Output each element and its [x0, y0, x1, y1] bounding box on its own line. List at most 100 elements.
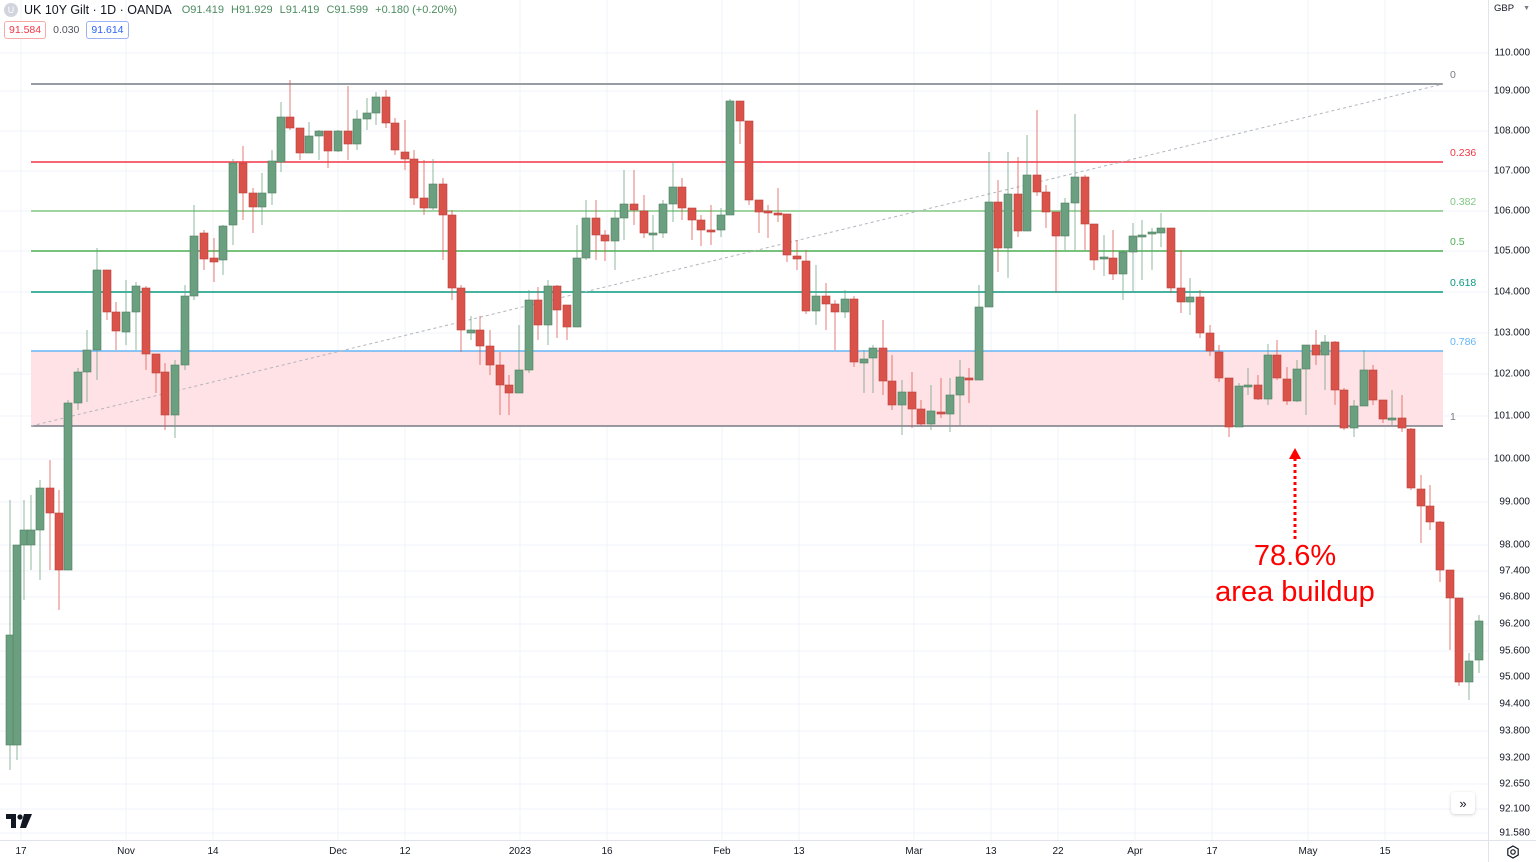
time-tick: 15 — [1379, 846, 1391, 857]
candle — [964, 368, 974, 403]
price-tick: 104.000 — [1493, 286, 1530, 298]
candle — [907, 372, 917, 428]
candle — [1224, 377, 1234, 437]
candle — [849, 296, 859, 367]
candle — [371, 92, 381, 125]
candle — [267, 150, 277, 205]
candle — [238, 146, 248, 220]
candle — [228, 159, 238, 245]
buy-button[interactable]: 91.614 — [86, 21, 129, 39]
candle — [821, 283, 831, 330]
candle — [648, 215, 658, 250]
candle — [1349, 400, 1359, 437]
candle — [1406, 428, 1416, 490]
candle — [533, 287, 543, 340]
time-tick: 22 — [1052, 846, 1064, 857]
time-tick: 16 — [601, 846, 613, 857]
candle — [1339, 388, 1349, 430]
time-axis[interactable]: 17 Nov 14 Dec 12 2023 16 Feb 13 Mar 13 22 Apr 17 May 15 — [0, 840, 1488, 862]
candle — [677, 178, 687, 220]
candle — [562, 304, 572, 340]
candle — [73, 368, 83, 410]
candle — [868, 345, 878, 393]
price-axis[interactable]: 110.000 109.000 108.000 107.000 106.000 105.0… — [1488, 0, 1536, 840]
candle — [639, 195, 649, 238]
candle — [840, 290, 850, 318]
candle — [926, 385, 936, 430]
candle — [1387, 390, 1397, 425]
candle — [1272, 340, 1282, 380]
time-tick: 13 — [793, 846, 805, 857]
candle — [754, 199, 764, 233]
candle — [619, 170, 629, 240]
price-tick: 94.400 — [1499, 698, 1530, 710]
annotation-text: 78.6% area buildup — [1188, 538, 1402, 610]
price-tick: 96.800 — [1499, 591, 1530, 603]
candle — [1013, 157, 1023, 237]
candle — [735, 100, 745, 144]
candle — [716, 208, 726, 237]
candle — [199, 230, 209, 270]
candle — [295, 127, 305, 160]
candle — [1032, 110, 1042, 196]
candle — [974, 285, 984, 381]
candle — [668, 162, 678, 222]
candle — [495, 352, 505, 415]
candle — [706, 205, 716, 245]
candle — [658, 200, 668, 238]
scroll-to-realtime-button[interactable]: » — [1451, 792, 1475, 814]
candle — [610, 210, 620, 270]
candle — [1234, 383, 1244, 428]
price-tick: 98.000 — [1499, 539, 1530, 551]
candle — [1368, 365, 1378, 405]
candle — [945, 378, 955, 432]
candle — [409, 150, 419, 205]
candle — [1003, 152, 1013, 278]
price-tick: 92.650 — [1499, 778, 1530, 790]
candle — [35, 480, 45, 580]
candle — [1137, 220, 1147, 280]
candle — [276, 102, 286, 172]
change-value: +0.180 (+0.20%) — [375, 4, 458, 16]
candle — [248, 188, 258, 233]
symbol-title[interactable]: UK 10Y Gilt · 1D · OANDA — [24, 3, 172, 17]
candle — [984, 152, 994, 308]
price-tick: 99.000 — [1499, 496, 1530, 508]
currency-selector[interactable]: GBP ▼ — [1490, 0, 1534, 17]
candle — [381, 90, 391, 128]
candle — [1041, 185, 1051, 228]
candle — [916, 400, 926, 426]
candle — [955, 360, 965, 425]
candle — [811, 265, 821, 325]
tradingview-logo[interactable] — [6, 814, 32, 832]
candle — [428, 159, 438, 210]
symbol-legend: U UK 10Y Gilt · 1D · OANDA O91.419 H91.9… — [4, 2, 461, 18]
chevron-down-icon: ▼ — [1523, 5, 1530, 12]
candle — [1022, 135, 1032, 232]
candle — [362, 98, 372, 130]
price-tick: 102.000 — [1493, 368, 1530, 380]
price-tick: 93.200 — [1499, 752, 1530, 764]
chart-area[interactable] — [0, 0, 1488, 840]
candle — [485, 330, 495, 375]
candle — [792, 240, 802, 270]
settings-button[interactable] — [1488, 840, 1536, 862]
candle — [1263, 344, 1273, 405]
candle — [1080, 175, 1090, 250]
price-tick: 103.000 — [1493, 327, 1530, 339]
candlestick-chart[interactable] — [0, 0, 1488, 840]
fib-level-label: 0.236 — [1450, 147, 1477, 159]
candle — [993, 180, 1003, 272]
candle — [1147, 228, 1157, 270]
candle — [111, 302, 121, 350]
sell-button[interactable]: 91.584 — [4, 21, 47, 39]
price-tick: 93.800 — [1499, 725, 1530, 737]
candle — [1166, 227, 1176, 293]
candle — [1108, 230, 1118, 280]
candle — [744, 120, 754, 205]
candle — [524, 290, 534, 373]
candle — [45, 460, 55, 570]
candle — [92, 248, 102, 380]
candle — [600, 230, 610, 261]
candle — [160, 363, 170, 430]
